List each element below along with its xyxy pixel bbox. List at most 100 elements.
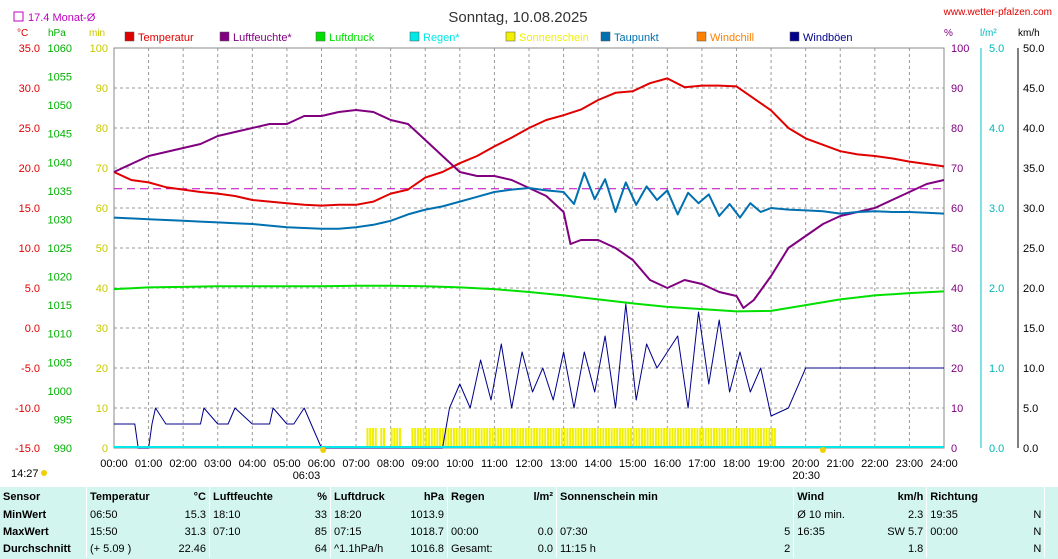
x-tick-label: 05:00 — [273, 458, 301, 470]
x-tick-label: 11:00 — [481, 458, 508, 470]
pct-tick-label: 100 — [951, 43, 969, 55]
sunshine-bar — [527, 428, 530, 448]
sunshine-bar — [494, 428, 497, 448]
x-tick-label: 22:00 — [861, 458, 889, 470]
sunshine-bar — [724, 428, 727, 448]
sunshine-bar — [632, 428, 635, 448]
pct-tick-label: 0 — [951, 443, 957, 455]
min-tick-label: 40 — [96, 283, 108, 295]
sunshine-bar — [762, 428, 765, 448]
x-tick-label: 08:00 — [377, 458, 405, 470]
sunshine-bar — [743, 428, 746, 448]
monthly-avg-marker — [13, 11, 24, 22]
sunshine-bar — [439, 428, 442, 448]
sunshine-bar — [760, 428, 763, 448]
hpa-tick-label: 1025 — [48, 243, 72, 255]
sunshine-bar — [638, 428, 641, 448]
unit-min: min — [89, 28, 105, 39]
kmh-tick-label: 35.0 — [1023, 163, 1044, 175]
sunshine-bar — [621, 428, 624, 448]
sunshine-bar — [674, 428, 677, 448]
sunshine-bar — [596, 428, 599, 448]
sunshine-bar — [594, 428, 597, 448]
x-tick-label: 20:00 — [792, 458, 820, 470]
sunset-label: 20:30 — [792, 470, 820, 482]
sunshine-bar — [679, 428, 682, 448]
hpa-tick-label: 1035 — [48, 186, 72, 198]
sunshine-bar — [704, 428, 707, 448]
cell-d-time — [926, 541, 994, 558]
lm2-tick-label: 4.0 — [989, 123, 1004, 135]
now-marker — [41, 470, 47, 476]
sunshine-bar — [477, 428, 480, 448]
sunshine-bar — [469, 428, 472, 448]
hpa-tick-label: 1020 — [48, 272, 72, 284]
sunshine-bar — [641, 428, 644, 448]
legend-label: Taupunkt — [614, 32, 659, 44]
x-tick-label: 02:00 — [169, 458, 197, 470]
legend-swatch — [124, 31, 135, 42]
sunshine-bar — [533, 428, 536, 448]
sunshine-bar — [693, 428, 696, 448]
temp-tick-label: 30.0 — [19, 83, 40, 95]
sunshine-bar — [652, 428, 655, 448]
kmh-tick-label: 25.0 — [1023, 243, 1044, 255]
sunshine-bar — [560, 428, 563, 448]
sunshine-bar — [535, 428, 538, 448]
lm2-tick-label: 2.0 — [989, 283, 1004, 295]
x-tick-label: 10:00 — [446, 458, 474, 470]
legend-swatch — [696, 31, 707, 42]
stats-row-avg: Durchschnitt (+ 5.09 ) 22.46 64 ^1.1hPa/… — [0, 541, 1058, 558]
sunshine-bar — [480, 428, 483, 448]
x-tick-label: 21:00 — [826, 458, 854, 470]
stats-table: Sensor Temperatur °C Luftfeuchte % Luftd… — [0, 487, 1058, 558]
hpa-tick-label: 1015 — [48, 300, 72, 312]
legend-label: Luftfeuchte* — [233, 32, 292, 44]
pct-tick-label: 70 — [951, 163, 963, 175]
hdr-hum-unit: % — [317, 491, 327, 503]
cell-s-time: 07:30 — [556, 524, 740, 541]
cell-p-time: ^1.1hPa/h — [330, 541, 401, 558]
stats-row-min: MinWert 06:50 15.3 18:10 33 18:20 1013.9… — [0, 507, 1058, 524]
sunshine-bar — [416, 428, 419, 448]
sunshine-bar — [552, 428, 555, 448]
cell-s-time: 11:15 h — [556, 541, 740, 558]
hpa-tick-label: 1055 — [48, 72, 72, 84]
sunrise-marker — [320, 447, 327, 453]
row-label: MinWert — [3, 509, 47, 521]
sunshine-bar — [715, 428, 718, 448]
cell-p-val: 1013.9 — [410, 509, 444, 521]
sunshine-bar — [419, 428, 422, 448]
sunshine-bar — [748, 428, 751, 448]
sunset-marker — [819, 447, 826, 453]
hdr-dir-val — [993, 487, 1045, 507]
sunshine-bar — [732, 428, 735, 448]
sunshine-bar — [580, 428, 583, 448]
sunshine-bar — [624, 428, 627, 448]
hpa-tick-label: 1045 — [48, 129, 72, 141]
sunshine-bar — [380, 428, 383, 448]
lm2-tick-label: 1.0 — [989, 363, 1004, 375]
pct-tick-label: 20 — [951, 363, 963, 375]
cell-r-val: 0.0 — [537, 526, 553, 538]
sunshine-bar — [524, 428, 527, 448]
sunshine-bar — [571, 428, 574, 448]
cell-t-time: (+ 5.09 ) — [86, 541, 163, 558]
sunshine-bar — [566, 428, 569, 448]
x-tick-label: 15:00 — [619, 458, 647, 470]
legend-label: Windchill — [710, 32, 754, 44]
sunrise-label: 06:03 — [293, 470, 321, 482]
sunshine-bar — [538, 428, 541, 448]
site-url: www.wetter-pfalzen.com — [943, 7, 1052, 18]
temp-tick-label: 20.0 — [19, 163, 40, 175]
temp-tick-label: 15.0 — [19, 203, 40, 215]
row-label: MaxWert — [3, 526, 49, 538]
chart-marks — [113, 77, 945, 449]
temp-tick-label: -15.0 — [15, 443, 40, 455]
sunshine-bar — [390, 428, 393, 448]
sunshine-bar — [549, 428, 552, 448]
sunshine-bar — [588, 428, 591, 448]
sunshine-bar — [751, 428, 754, 448]
sunshine-bar — [393, 428, 396, 448]
sunshine-bar — [371, 428, 374, 448]
